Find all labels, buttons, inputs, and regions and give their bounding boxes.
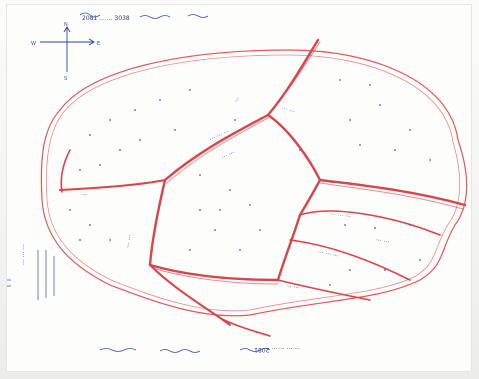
plot-dot [99, 164, 101, 166]
plot-dot [384, 269, 386, 271]
place-label: ... ... ... [330, 178, 351, 185]
footer-squiggles [99, 348, 271, 353]
place-label: ... ... [286, 281, 300, 290]
plot-dot [134, 109, 136, 111]
compass-east-label: E [97, 41, 100, 47]
plot-dot [109, 119, 111, 121]
plot-dot [139, 139, 141, 141]
plot-dot [359, 144, 361, 146]
plot-dot [229, 189, 231, 191]
plot-dot [219, 209, 221, 211]
plot-dot [174, 129, 176, 131]
header-note: 2081 ... ... 3038 [82, 15, 130, 22]
plot-dot [249, 204, 251, 206]
footer-note: ... ... ... ... 2081 [254, 346, 300, 353]
place-label: ... ... ... [318, 247, 340, 258]
plot-dot [344, 224, 346, 226]
place-label: ... ... ... [208, 127, 230, 142]
plot-dot [89, 224, 91, 226]
place-labels: ... ... ... ... ... ... ... ... ... ... … [82, 94, 390, 290]
place-label: ... ... ... [176, 269, 197, 276]
side-note-marks [7, 250, 55, 300]
plot-dot [79, 239, 81, 241]
place-label: ... ... ... [330, 209, 352, 219]
plot-dot [189, 249, 191, 251]
plot-dot [259, 229, 261, 231]
plot-dot [349, 119, 351, 121]
header-squiggles [79, 12, 209, 19]
plot-dot [234, 119, 236, 121]
plot-dots [69, 79, 431, 286]
plot-dot [214, 229, 216, 231]
plot-dot [349, 269, 351, 271]
compass-south-label: S [64, 76, 67, 82]
plot-dot [199, 209, 201, 211]
plot-dot [79, 169, 81, 171]
place-label: ... ... [220, 148, 235, 160]
plot-dot [199, 174, 201, 176]
place-label: ... [232, 94, 241, 103]
plot-dot [299, 149, 301, 151]
place-label: ... ... [376, 235, 390, 244]
plot-dot [109, 239, 111, 241]
compass-north-label: N [64, 22, 68, 28]
side-note: ... ... ... [19, 244, 26, 265]
place-label: ... ... [123, 234, 132, 248]
plot-dot [239, 249, 241, 251]
road-network [59, 38, 467, 337]
plot-dot [429, 159, 431, 161]
compass-west-label: W [31, 41, 36, 47]
plot-dot [419, 259, 421, 261]
village-boundary [40, 49, 468, 317]
plot-dot [369, 84, 371, 86]
plot-dot [339, 79, 341, 81]
plot-dot [159, 99, 161, 101]
plot-dot [69, 209, 71, 211]
plot-dot [189, 89, 191, 91]
plot-dot [379, 104, 381, 106]
place-label: ... ... [281, 103, 296, 114]
plot-dot [329, 284, 331, 286]
plot-dot [409, 129, 411, 131]
plot-dot [89, 134, 91, 136]
place-label: ... [82, 190, 88, 197]
plot-dot [394, 149, 396, 151]
plot-dot [409, 224, 411, 226]
plot-dot [119, 149, 121, 151]
plot-dot [374, 227, 376, 229]
compass-rose [40, 26, 95, 72]
